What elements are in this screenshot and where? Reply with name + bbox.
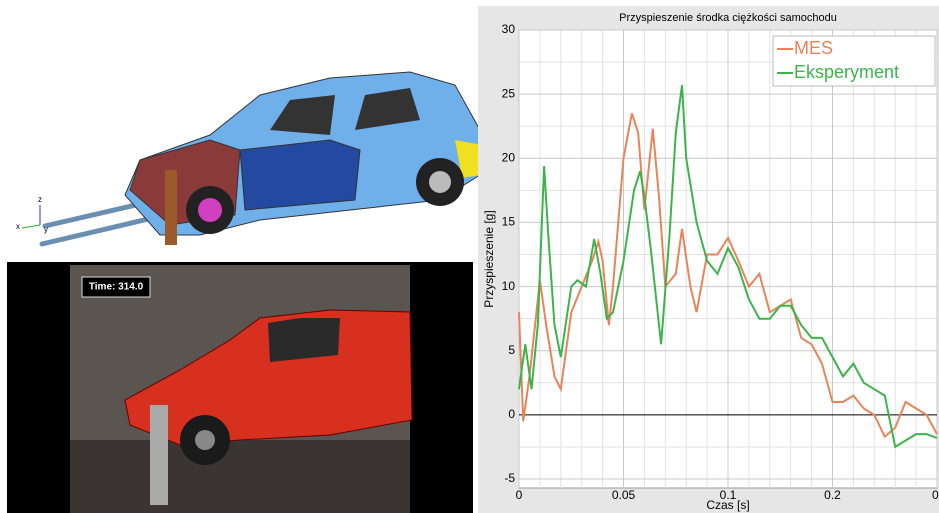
y-tick-label: 20 [502,150,516,164]
axis-label: x [16,222,20,231]
legend-label: MES [794,38,833,58]
video-frame: Time: 314.0 [7,262,473,513]
page: z y x Time: 314.0 Przyspieszenie środka … [0,0,939,513]
y-axis-label: Przyspieszenie [g] [482,210,496,307]
axis-label: z [38,195,42,204]
y-tick-label: -5 [504,471,515,485]
x-tick-label: 0.2 [824,488,841,502]
grid [519,30,937,488]
legend-label: Eksperyment [794,62,899,82]
x-tick-label: 0. [932,488,939,502]
y-tick-label: 0 [508,407,515,421]
y-tick-label: 25 [502,86,516,100]
y-tick-label: 5 [508,343,515,357]
y-tick-label: 30 [502,22,516,36]
x-tick-label: 0 [516,488,523,502]
y-tick-label: 10 [502,279,516,293]
axis-label: y [44,225,48,234]
chart-title: Przyspieszenie środka ciężkości samochod… [619,12,837,24]
simulation-model: z y x [16,72,482,245]
y-tick-label: 15 [502,215,516,229]
composite: z y x Time: 314.0 Przyspieszenie środka … [0,0,939,513]
x-tick-label: 0.1 [720,488,737,502]
time-overlay: Time: 314.0 [89,282,144,293]
x-tick-label: 0.05 [612,488,636,502]
